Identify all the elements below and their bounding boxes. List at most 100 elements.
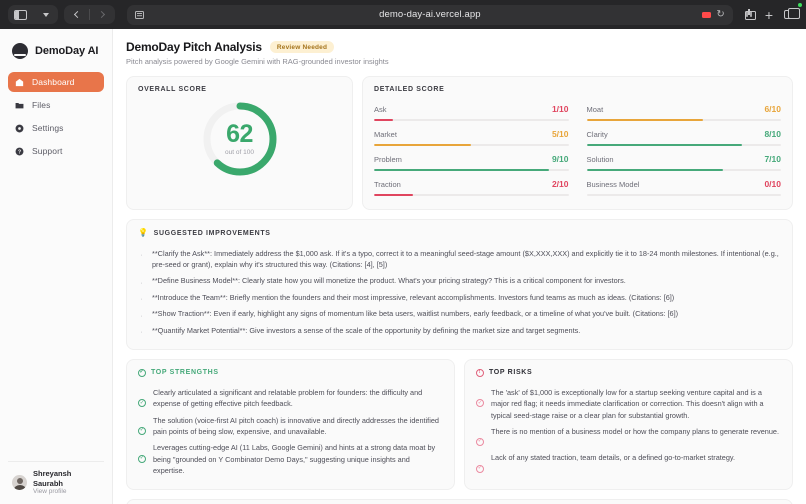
score-value: 8/10 — [764, 129, 781, 139]
top-risks-title: ! TOP RISKS — [476, 368, 781, 377]
alert-circle-icon: ! — [476, 368, 484, 377]
show-tabs-icon[interactable] — [784, 8, 800, 19]
sidebar-item-support-label: Support — [32, 146, 63, 156]
list-item: ✓ There is no mention of a business model… — [476, 423, 781, 450]
address-bar[interactable]: demo-day-ai.vercel.app ↻ — [127, 4, 733, 25]
score-track — [586, 144, 781, 146]
toolbar-actions: + — [744, 6, 800, 23]
overall-score-value: 62 — [226, 120, 253, 148]
sidebar-dropdown-button[interactable] — [33, 5, 58, 24]
chevron-down-icon — [42, 12, 49, 17]
list-item: · **Define Business Model**: Clearly stat… — [138, 273, 781, 290]
list-item-text: **Clarify the Ask**: Immediately address… — [152, 248, 779, 269]
list-item: ✓ Lack of any stated traction, team detai… — [476, 450, 781, 477]
share-icon[interactable] — [744, 9, 756, 20]
recording-icon[interactable] — [702, 11, 712, 18]
chevron-left-icon — [73, 10, 82, 19]
bullet-icon: · — [140, 252, 143, 259]
score-fill — [586, 144, 743, 146]
profile-button[interactable]: Shreyansh Saurabh View profile — [8, 461, 104, 504]
sidebar-item-files-label: Files — [32, 100, 51, 110]
sidebar-nav: Dashboard Files Settings ? — [8, 72, 104, 161]
profile-name: Shreyansh Saurabh — [33, 469, 72, 488]
address-bar-actions: ↻ — [702, 8, 725, 20]
reader-view-icon[interactable] — [135, 10, 144, 19]
bullet-icon: ✓ — [138, 399, 146, 408]
forward-button[interactable] — [90, 5, 115, 24]
score-fill — [374, 144, 472, 146]
top-strengths-title: ✓ TOP STRENGTHS — [138, 368, 443, 377]
browser-toolbar: demo-day-ai.vercel.app ↻ + — [0, 0, 806, 29]
sidebar-item-files[interactable]: Files — [8, 95, 104, 115]
score-gauge: 62 out of 100 — [201, 100, 279, 178]
svg-text:?: ? — [18, 149, 21, 155]
gauge-ring-icon — [203, 102, 276, 176]
status-dot — [798, 3, 802, 7]
brand: DemoDay AI — [8, 39, 104, 59]
chevron-right-icon — [97, 10, 106, 19]
top-risks-title-text: TOP RISKS — [489, 369, 533, 377]
score-value: 6/10 — [764, 104, 781, 114]
brand-name: DemoDay AI — [35, 45, 99, 57]
lightbulb-icon: 💡 — [138, 228, 149, 237]
bullet-icon: ✓ — [476, 438, 484, 447]
bullet-icon: ✓ — [138, 454, 146, 463]
top-strengths-title-text: TOP STRENGTHS — [151, 369, 219, 377]
overall-score-caption: out of 100 — [225, 149, 254, 156]
page-subtitle: Pitch analysis powered by Google Gemini … — [126, 57, 389, 66]
detailed-score-card: DETAILED SCORE Ask 1/10 Moat 6/10 Market 5/10… — [362, 76, 793, 210]
profile-subtitle: View profile — [33, 487, 67, 495]
bullet-icon: · — [140, 296, 143, 304]
sidebar-item-settings[interactable]: Settings — [8, 118, 104, 138]
strengths-risks-row: ✓ TOP STRENGTHS ✓ Clearly articulated a s… — [126, 358, 793, 490]
bullet-icon: · — [140, 329, 143, 337]
new-tab-icon[interactable]: + — [764, 6, 773, 23]
list-item-text: Lack of any stated traction, team detail… — [491, 453, 736, 463]
score-fill — [374, 169, 550, 171]
avatar — [12, 475, 27, 491]
score-label: Traction — [374, 180, 401, 189]
score-row: Business Model 0/10 — [587, 179, 782, 189]
score-row: Ask 1/10 — [374, 104, 569, 114]
list-item-text: The solution (voice-first AI pitch coach… — [153, 415, 439, 436]
list-item-text: There is no mention of a business model … — [491, 426, 779, 436]
logo-icon — [12, 43, 28, 59]
score-fill — [374, 194, 413, 196]
suggested-improvements-card: 💡 SUGGESTED IMPROVEMENTS · **Clarify the … — [126, 219, 793, 350]
bullet-icon: · — [140, 279, 143, 287]
sidebar-item-dashboard-label: Dashboard — [32, 77, 75, 87]
score-track — [374, 119, 569, 121]
bullet-icon: ✓ — [476, 399, 484, 408]
score-fill — [586, 119, 704, 121]
list-item: ✓ Leverages cutting-edge AI (11 Labs, Goo… — [138, 440, 443, 479]
score-value: 0/10 — [764, 179, 781, 189]
back-button[interactable] — [64, 5, 89, 24]
check-circle-icon: ✓ — [138, 368, 146, 377]
list-item: ✓ The solution (voice-first AI pitch coac… — [138, 412, 443, 440]
score-item: Ask 1/10 — [374, 100, 569, 124]
score-track — [586, 194, 781, 196]
score-value: 5/10 — [551, 129, 569, 139]
gear-icon — [15, 124, 24, 132]
sidebar-toggle-group — [8, 5, 58, 24]
navigation-group — [64, 5, 115, 24]
score-value: 9/10 — [551, 154, 569, 164]
scores-row: OVERALL SCORE 62 out of 100 — [126, 76, 793, 210]
score-track — [586, 119, 781, 121]
detailed-score-title: DETAILED SCORE — [374, 86, 445, 93]
gauge-wrap: 62 out of 100 — [138, 93, 341, 185]
score-item: Solution 7/10 — [586, 150, 782, 174]
sidebar-toggle-button[interactable] — [8, 5, 33, 24]
status-badge: Review Needed — [269, 41, 335, 53]
top-risks-card: ! TOP RISKS ✓ The 'ask' of $1,000 is exce… — [464, 358, 793, 490]
profile-text: Shreyansh Saurabh View profile — [33, 469, 100, 496]
sidebar-item-support[interactable]: ? Support — [8, 141, 104, 161]
missing-information-card: ? MISSING INFORMATION ·Business model: H… — [126, 498, 793, 504]
reload-icon[interactable]: ↻ — [716, 8, 725, 20]
score-row: Traction 2/10 — [374, 179, 569, 189]
app-root: DemoDay AI Dashboard Files Setti — [0, 29, 806, 504]
bullet-icon: · — [140, 312, 143, 320]
score-row: Solution 7/10 — [587, 154, 782, 164]
bullet-icon: ✓ — [476, 464, 484, 473]
sidebar-item-dashboard[interactable]: Dashboard — [8, 72, 104, 92]
